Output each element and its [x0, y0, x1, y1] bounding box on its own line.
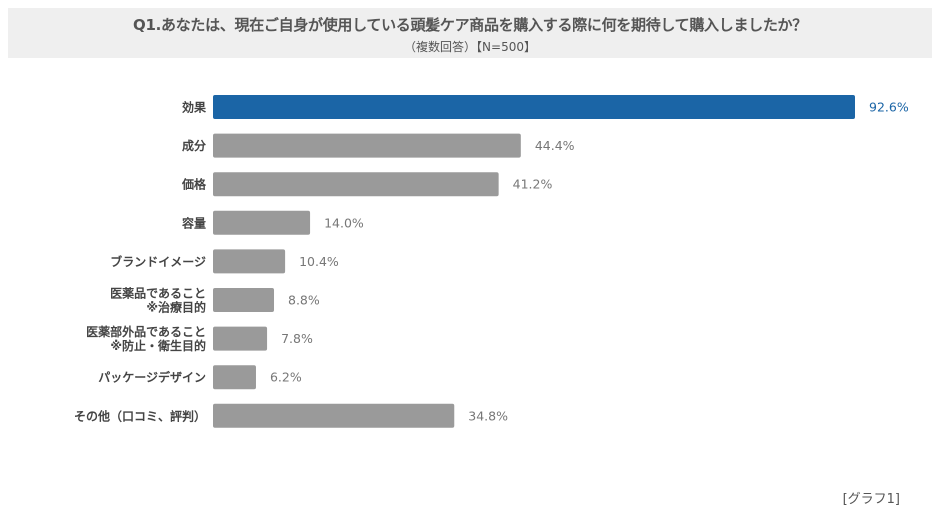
chart-subtitle: （複数回答）【N=500】 — [404, 40, 536, 54]
category-label: ※治療目的 — [146, 300, 206, 315]
bar — [213, 326, 268, 351]
data-label: 41.2% — [513, 177, 553, 192]
category-label: 価格 — [181, 177, 207, 192]
data-label: 6.2% — [270, 370, 302, 385]
data-label: 44.4% — [535, 138, 575, 153]
bar — [213, 172, 499, 197]
category-label: パッケージデザイン — [98, 370, 206, 385]
category-label: ブランドイメージ — [110, 254, 206, 269]
bar — [213, 288, 275, 312]
bar — [213, 365, 256, 390]
chart-header: Q1.あなたは、現在ご自身が使用している頭髪ケア商品を購入する際に何を期待して購… — [8, 8, 932, 58]
category-label: 容量 — [181, 215, 206, 230]
data-label: 14.0% — [324, 215, 364, 230]
data-label: 7.8% — [281, 331, 313, 346]
bar — [213, 95, 855, 119]
category-label: ※防止・衛生目的 — [110, 338, 206, 353]
category-label: 医薬部外品であること — [86, 324, 206, 339]
graph-caption: [グラフ1] — [842, 492, 900, 507]
category-label: 成分 — [182, 138, 206, 153]
data-label: 92.6% — [869, 100, 909, 115]
category-label: その他（口コミ、評判） — [74, 408, 206, 423]
data-label: 8.8% — [288, 293, 320, 308]
bar — [213, 403, 455, 428]
category-label: 医薬品であること — [110, 286, 206, 301]
data-label: 34.8% — [468, 408, 508, 423]
bar — [213, 133, 521, 158]
bar — [213, 249, 286, 274]
chart-title: Q1.あなたは、現在ご自身が使用している頭髪ケア商品を購入する際に何を期待して購… — [133, 16, 807, 34]
data-label: 10.4% — [299, 254, 339, 269]
bar — [213, 210, 311, 235]
category-label: 効果 — [182, 100, 206, 115]
